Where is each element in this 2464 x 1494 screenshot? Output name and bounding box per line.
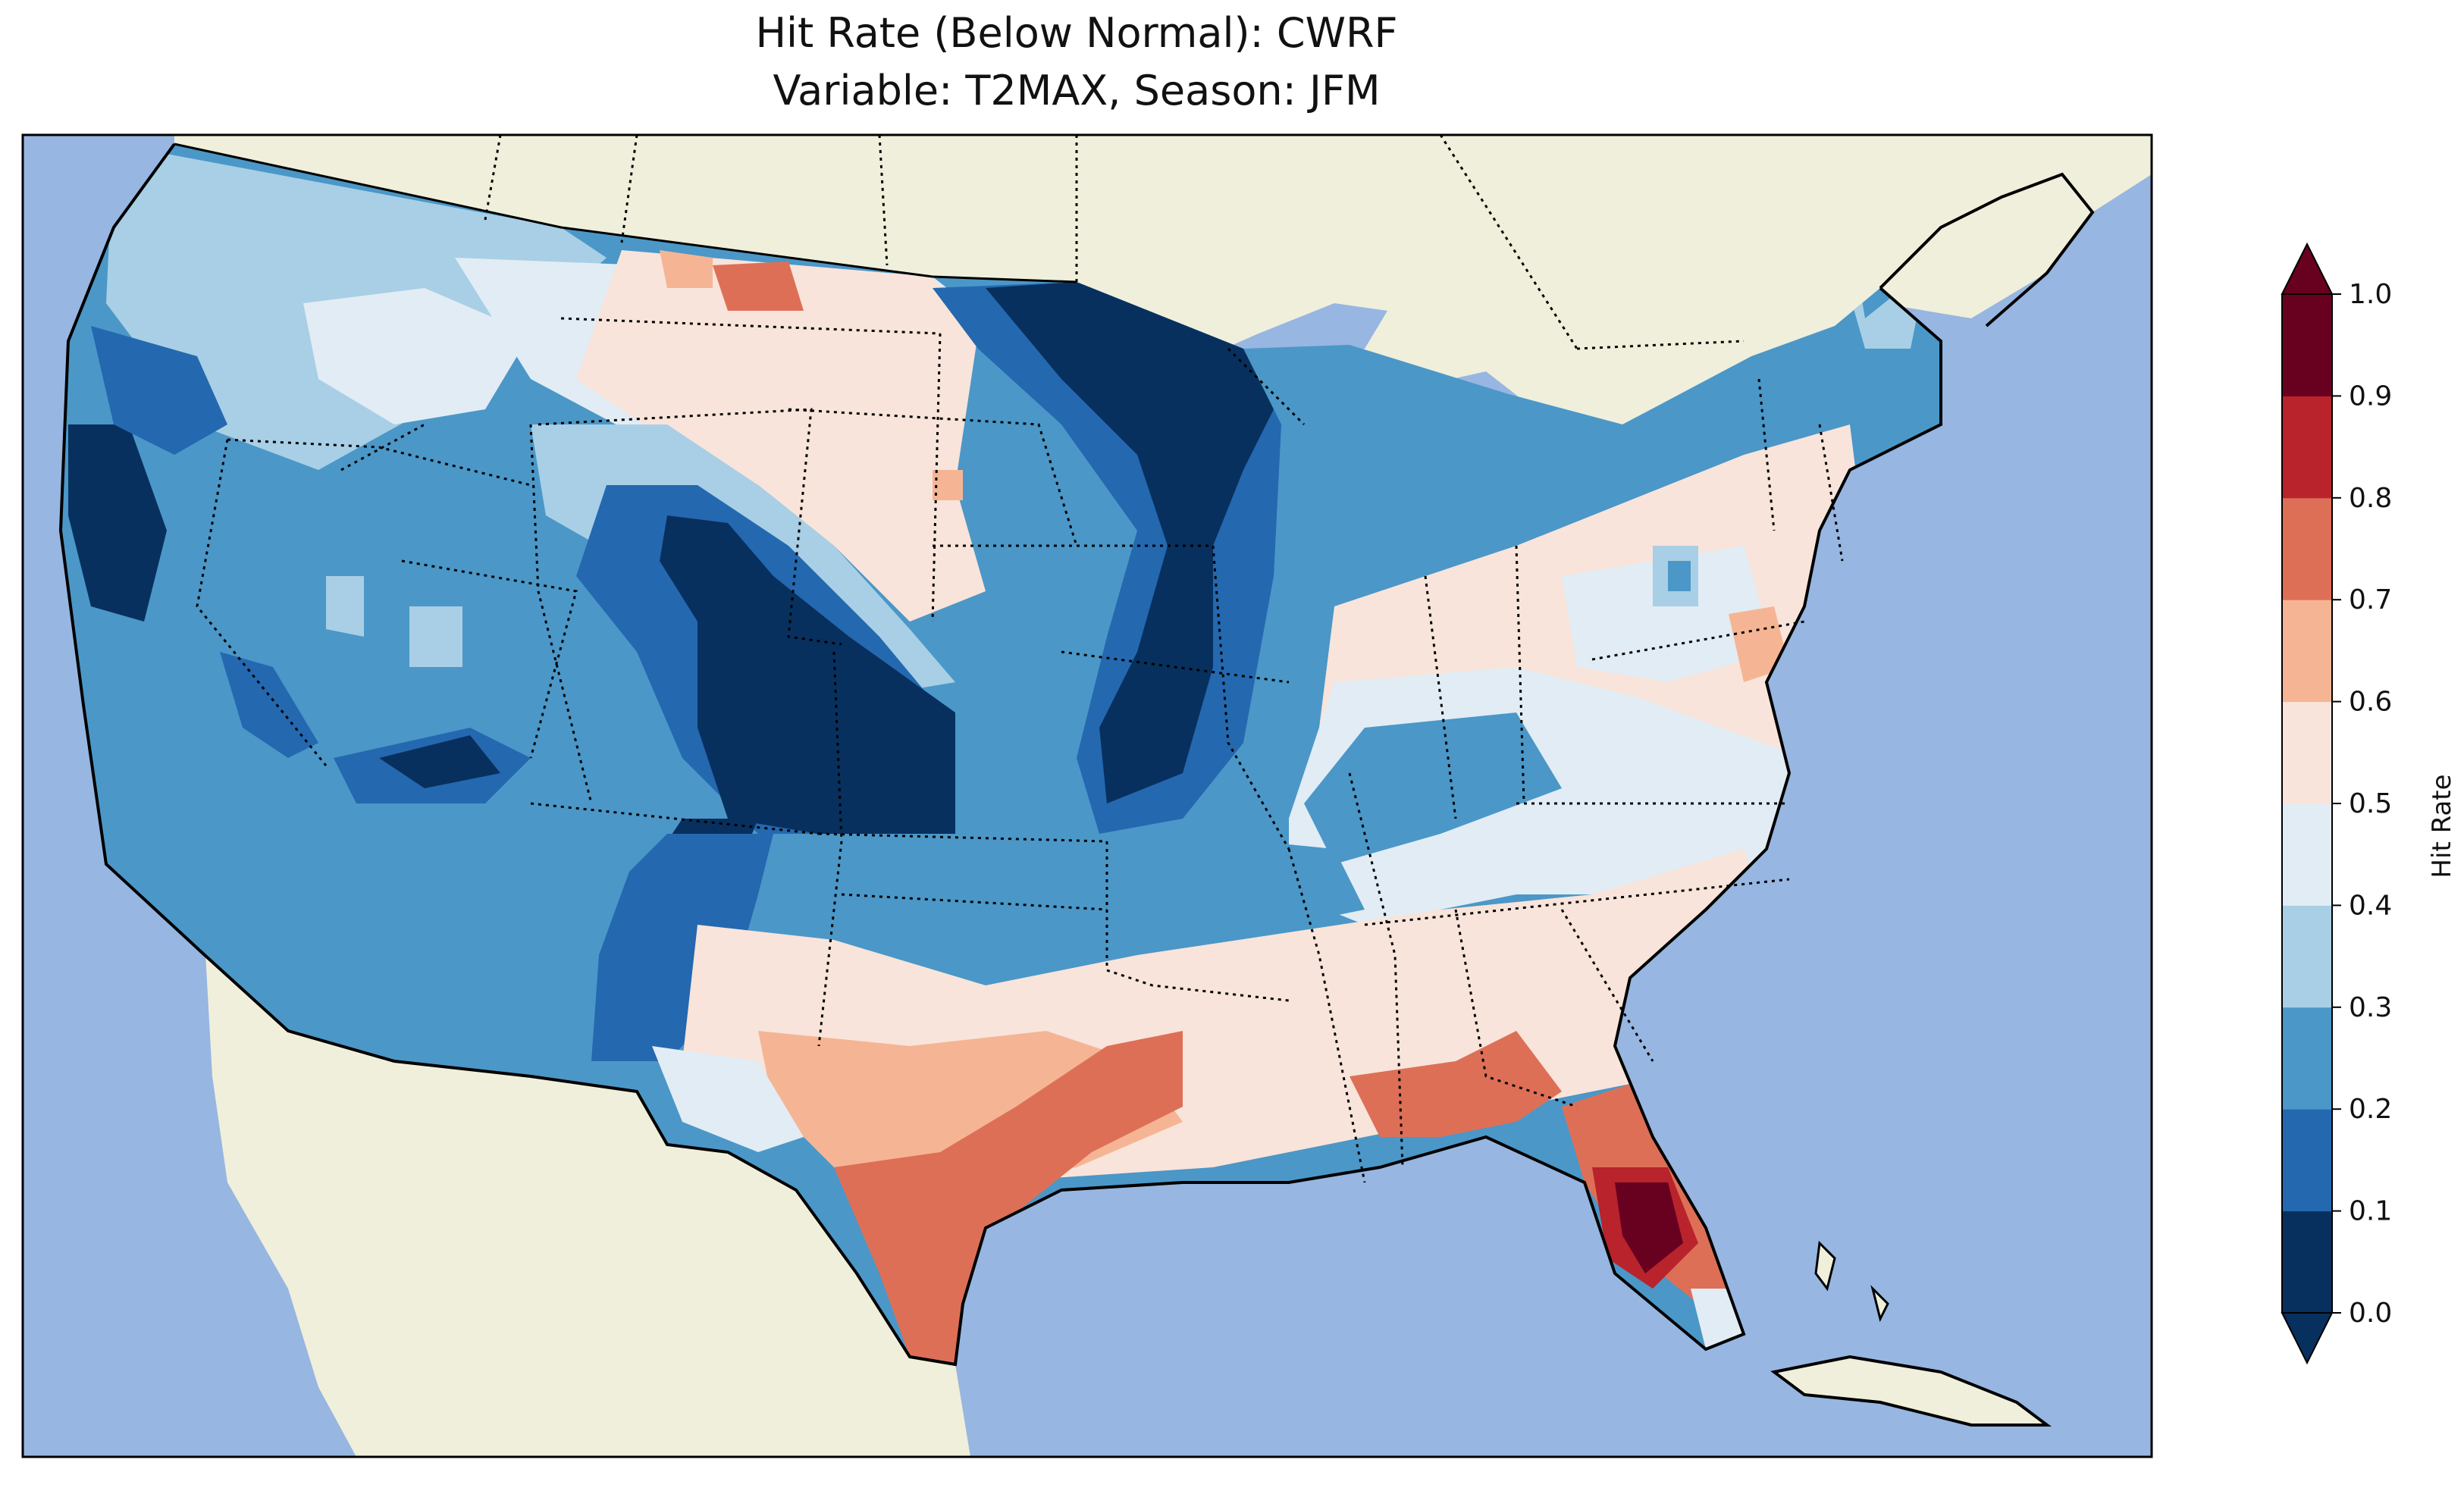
state-borders [196,317,1844,1183]
colorbar-bin [2282,1211,2332,1314]
colorbar-tick-label: 0.2 [2349,1094,2392,1125]
colorbar-tick-label: 0.9 [2349,381,2392,412]
colorbar-extend-max [2281,242,2334,295]
colorbar-label: Hit Rate [2427,774,2457,878]
us-canada-border [174,143,1077,283]
canada-land [174,135,2152,424]
colorbar-tick-label: 0.1 [2349,1196,2392,1227]
colorbar-tick-label: 1.0 [2349,279,2392,310]
map-frame [21,133,2153,1458]
colorbar-bin [2282,701,2332,804]
colorbar-tick-label: 0.7 [2349,584,2392,615]
chart-title-line-2: Variable: T2MAX, Season: JFM [773,67,1381,114]
colorbar-tick-label: 0.5 [2349,788,2392,819]
colorbar-tick-label: 0.4 [2349,890,2392,921]
colorbar-tick-label: 0.0 [2349,1298,2392,1329]
us-coastline [58,143,1942,1367]
mexico-land [205,940,970,1457]
colorbar: 0.0 0.1 0.2 0.3 0.4 0.5 0.6 0.7 0.8 0.9 1.0 [2281,242,2392,1365]
canada-province-borders [484,135,1745,350]
cuba-land [1770,1355,2052,1427]
colorbar-bin [2282,803,2332,906]
colorbar-bin [2282,396,2332,499]
chart-title-line-1: Hit Rate (Below Normal): CWRF [755,9,1398,57]
atlantic-canada-coast [1879,172,2095,327]
colorbar-bin [2282,294,2332,396]
colorbar-tick-label: 0.8 [2349,483,2392,514]
colorbar-bin [2282,600,2332,703]
colorbar-bin [2282,905,2332,1008]
colorbar-extend-min [2281,1312,2334,1365]
colorbar-bin [2282,497,2332,600]
bahamas-land [1814,1240,1889,1323]
colorbar-tick-label: 0.3 [2349,992,2392,1023]
colorbar-bin [2282,1109,2332,1212]
colorbar-tick-label: 0.6 [2349,687,2392,718]
colorbar-bin [2282,1007,2332,1110]
